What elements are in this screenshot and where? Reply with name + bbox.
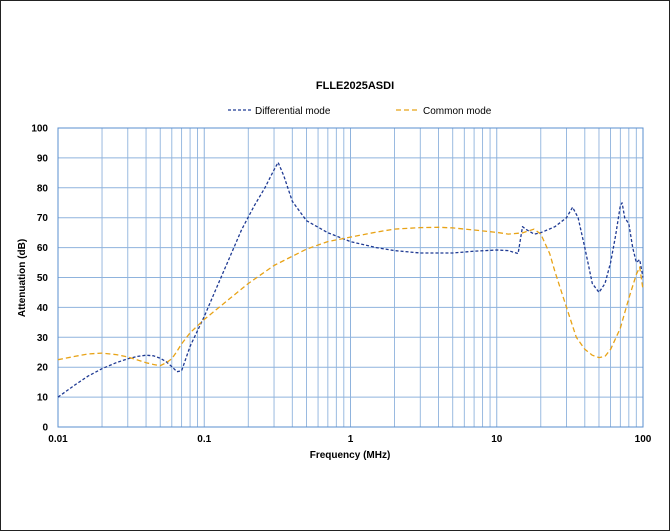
x-tick-label: 10 bbox=[491, 434, 503, 445]
chart-title: FLLE2025ASDI bbox=[316, 80, 394, 92]
series-line-common-mode bbox=[57, 226, 644, 367]
x-axis-label: Frequency (MHz) bbox=[310, 450, 391, 461]
x-tick-label: 1 bbox=[348, 434, 354, 445]
y-tick-label: 60 bbox=[37, 243, 49, 254]
x-tick-labels: 0.01 0.1 1 10 100 bbox=[48, 434, 652, 445]
y-tick-label: 70 bbox=[37, 213, 49, 224]
y-tick-labels: 0 10 20 30 40 50 60 70 80 90 100 bbox=[31, 124, 48, 434]
y-tick-label: 100 bbox=[31, 124, 48, 135]
y-tick-label: 80 bbox=[37, 183, 49, 194]
y-axis-label: Attenuation (dB) bbox=[17, 239, 28, 317]
x-tick-label: 100 bbox=[635, 434, 652, 445]
legend: Differential mode Common mode bbox=[228, 106, 492, 117]
legend-label-differential-mode: Differential mode bbox=[255, 106, 331, 117]
legend-label-common-mode: Common mode bbox=[423, 106, 492, 117]
y-tick-label: 50 bbox=[37, 273, 49, 284]
series-layer bbox=[57, 161, 644, 398]
y-tick-label: 0 bbox=[42, 423, 48, 434]
x-tick-label: 0.01 bbox=[48, 434, 68, 445]
x-tick-label: 0.1 bbox=[197, 434, 211, 445]
y-tick-label: 30 bbox=[37, 333, 49, 344]
series-line-differential-mode bbox=[57, 161, 644, 398]
grid bbox=[57, 127, 644, 428]
y-tick-label: 20 bbox=[37, 363, 49, 374]
y-tick-label: 10 bbox=[37, 393, 49, 404]
y-tick-label: 90 bbox=[37, 153, 49, 164]
y-tick-label: 40 bbox=[37, 303, 49, 314]
